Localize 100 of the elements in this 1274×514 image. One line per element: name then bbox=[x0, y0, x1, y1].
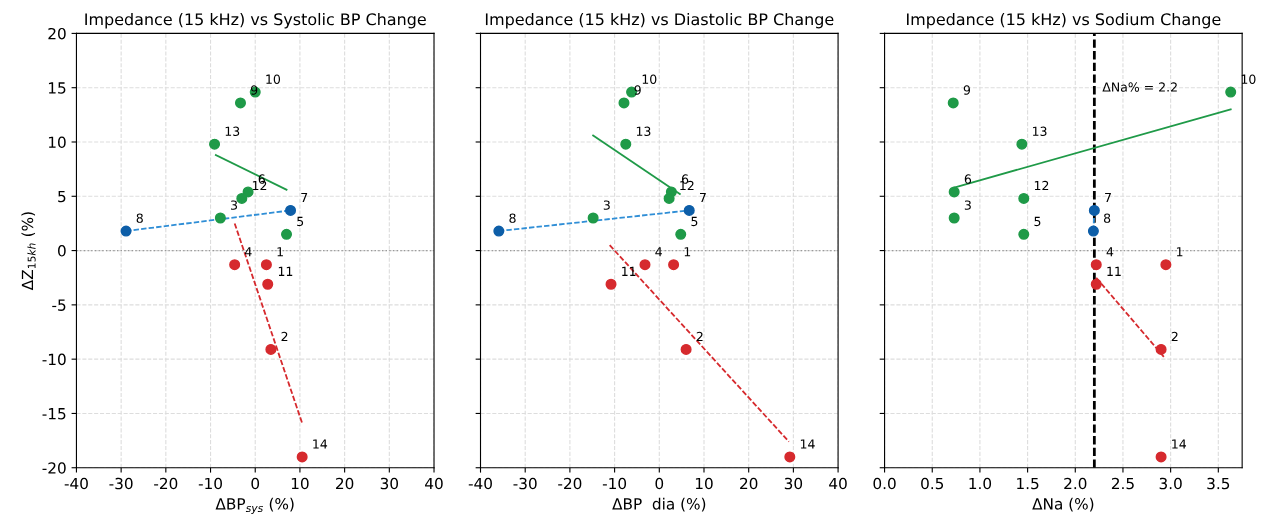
point bbox=[262, 278, 274, 290]
annotation: 14 bbox=[313, 439, 328, 449]
point bbox=[1088, 204, 1100, 216]
annotation: 1 bbox=[1176, 247, 1183, 257]
annotation: 7 bbox=[1105, 192, 1111, 203]
point bbox=[1087, 225, 1099, 237]
point bbox=[234, 97, 246, 109]
y-tick-label: -20 bbox=[42, 462, 66, 474]
x-tick-label: 1.0 bbox=[969, 477, 992, 490]
x-tick-label: 3.0 bbox=[1159, 477, 1182, 490]
annotation: 13 bbox=[636, 126, 651, 137]
point bbox=[618, 97, 630, 109]
point bbox=[1155, 451, 1167, 463]
point bbox=[214, 212, 226, 224]
annotation: 5 bbox=[1034, 216, 1041, 227]
annotation: 9 bbox=[963, 85, 971, 95]
point bbox=[260, 259, 272, 271]
y-tick-label: 5 bbox=[58, 190, 66, 203]
x-tick-label: 3.5 bbox=[1207, 477, 1230, 490]
annotation: 8 bbox=[136, 213, 143, 223]
annotation: 12 bbox=[1034, 180, 1049, 191]
annotation: 1 bbox=[277, 247, 283, 257]
x-tick-label: 0.0 bbox=[873, 477, 896, 490]
point bbox=[1160, 259, 1172, 271]
x-tick-label: -40 bbox=[468, 477, 492, 490]
annotation: 9 bbox=[250, 85, 258, 95]
annotation: 4 bbox=[245, 247, 252, 257]
annotation: 3 bbox=[231, 200, 238, 210]
annotation: 4 bbox=[1106, 247, 1114, 257]
x-tick-label: -30 bbox=[109, 477, 133, 490]
annotation: 2 bbox=[1171, 331, 1178, 342]
annotation: 2 bbox=[281, 331, 288, 342]
chart-title: Impedance (15 kHz) vs Systolic BP Change bbox=[85, 12, 426, 29]
x-tick-label: 40 bbox=[829, 477, 847, 490]
annotation: 3 bbox=[964, 200, 971, 210]
point bbox=[285, 204, 297, 216]
annotation: 4 bbox=[655, 247, 662, 257]
annotation: 11 bbox=[278, 266, 293, 276]
y-tick-label: 15 bbox=[48, 82, 66, 94]
x-tick-label: -20 bbox=[154, 477, 178, 490]
point bbox=[1018, 228, 1030, 240]
annotation: 2 bbox=[696, 331, 703, 342]
point bbox=[120, 225, 132, 237]
chart-title: Impedance (15 kHz) vs Diastolic BP Change bbox=[485, 12, 834, 29]
x-tick-label: 0 bbox=[655, 477, 664, 490]
point bbox=[683, 204, 695, 216]
x-tick-label: 2.0 bbox=[1064, 477, 1087, 490]
point bbox=[1155, 343, 1167, 355]
x-tick-label: 30 bbox=[784, 477, 803, 490]
annotation: 5 bbox=[297, 216, 304, 227]
annotation: 7 bbox=[301, 192, 308, 203]
x-tick-label: -30 bbox=[513, 477, 537, 490]
x-tick-label: -10 bbox=[602, 477, 627, 490]
x-tick-label: -10 bbox=[198, 477, 222, 490]
annotation: 8 bbox=[1103, 213, 1111, 223]
point bbox=[236, 192, 248, 204]
point bbox=[680, 343, 692, 355]
x-tick-label: -40 bbox=[64, 477, 88, 490]
point bbox=[668, 259, 680, 271]
annotation: 3 bbox=[603, 200, 610, 210]
point bbox=[605, 278, 617, 290]
x-axis-title: ΔBP dia (%) bbox=[612, 497, 706, 512]
annotation: 5 bbox=[691, 216, 698, 227]
annotation: 10 bbox=[642, 74, 657, 84]
point bbox=[265, 343, 277, 355]
x-tick-label: 10 bbox=[291, 477, 309, 490]
point bbox=[948, 212, 960, 224]
annotation: 11 bbox=[622, 266, 636, 276]
y-tick-label: -15 bbox=[42, 408, 66, 420]
annotation: 10 bbox=[266, 74, 281, 84]
x-tick-label: 40 bbox=[425, 477, 443, 490]
x-tick-label: 0 bbox=[251, 477, 260, 490]
point bbox=[281, 228, 293, 240]
point bbox=[1090, 278, 1102, 290]
annotation: 14 bbox=[1172, 439, 1187, 449]
chart-title: Impedance (15 kHz) vs Sodium Change bbox=[907, 12, 1221, 29]
x-tick-label: 2.5 bbox=[1111, 477, 1134, 490]
ref-line-label: ΔNa% = 2.2 bbox=[1102, 82, 1177, 92]
point bbox=[639, 259, 651, 271]
point bbox=[1018, 192, 1030, 204]
x-tick-label: 10 bbox=[695, 477, 713, 490]
x-tick-label: 20 bbox=[740, 477, 758, 490]
x-axis-title: ΔBP$_{sys}$ (%) bbox=[215, 497, 294, 514]
x-tick-label: 30 bbox=[380, 477, 399, 490]
y-axis-title: ΔZ$_{15kh}$ (%) bbox=[21, 212, 36, 291]
x-tick-label: 20 bbox=[336, 477, 354, 490]
annotation: 11 bbox=[1107, 266, 1121, 276]
point bbox=[587, 212, 599, 224]
x-axis-title: ΔNa (%) bbox=[1032, 497, 1094, 512]
point bbox=[620, 138, 632, 150]
annotation: 14 bbox=[800, 439, 815, 449]
annotation: 7 bbox=[699, 192, 706, 203]
point bbox=[663, 192, 675, 204]
annotation: 13 bbox=[225, 126, 240, 137]
annotation: 1 bbox=[684, 247, 691, 257]
x-tick-label: 1.5 bbox=[1017, 477, 1039, 490]
x-tick-label: -20 bbox=[558, 477, 582, 490]
point bbox=[1225, 86, 1237, 98]
point bbox=[493, 225, 505, 237]
y-tick-label: -10 bbox=[42, 353, 66, 366]
